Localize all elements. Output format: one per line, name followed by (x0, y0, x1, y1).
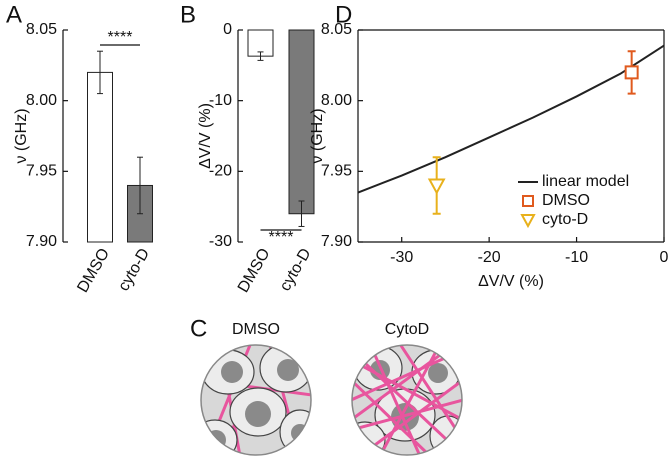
significance-label: **** (108, 29, 133, 46)
x-tick-label: 0 (660, 249, 668, 266)
point (624, 65, 639, 80)
y-tick-label: 7.90 (26, 233, 57, 250)
error-bar (298, 200, 305, 227)
y-axis-label: ΔV/V (%) (197, 103, 214, 169)
y-tick-label: 8.00 (26, 92, 57, 109)
y-axis-label: ν (GHz) (13, 108, 30, 163)
y-tick-label: 7.90 (321, 233, 352, 250)
panel-label: D (335, 1, 352, 28)
y-tick-label: 7.95 (321, 163, 352, 180)
cell-illustration (352, 345, 462, 455)
y-tick-label: 8.05 (321, 21, 352, 38)
error-bar (137, 156, 143, 215)
image-title: DMSO (232, 321, 280, 338)
legend-swatch (522, 195, 534, 207)
image-title: CytoD (385, 321, 429, 338)
bar (288, 29, 315, 215)
y-tick-label: -20 (209, 163, 232, 180)
error-bar (97, 50, 103, 95)
error-bar (257, 51, 264, 61)
y-tick-label: 8.00 (321, 92, 352, 109)
legend-swatch (520, 214, 536, 229)
y-tick-label: -10 (209, 92, 232, 109)
panel-label: C (190, 315, 207, 342)
y-tick-label: -30 (209, 233, 232, 250)
x-tick-label: cyto-D (277, 246, 315, 295)
y-tick-label: 7.95 (26, 163, 57, 180)
panel-label: B (180, 1, 196, 28)
x-axis-label: ΔV/V (%) (478, 273, 544, 290)
y-tick-label: 0 (223, 21, 232, 38)
point (427, 178, 446, 195)
legend-label: linear model (542, 173, 629, 190)
x-tick-label: DMSO (235, 246, 274, 296)
y-axis-label: ν (GHz) (309, 108, 326, 163)
x-tick-label: DMSO (74, 246, 113, 296)
significance-label: **** (269, 229, 294, 246)
legend-label: DMSO (542, 192, 590, 209)
legend-label: cyto-D (542, 211, 588, 228)
cell-illustration (201, 345, 311, 455)
panel-label: A (6, 1, 22, 28)
x-tick-label: -30 (390, 249, 413, 266)
x-tick-label: cyto-D (115, 246, 153, 295)
y-tick-label: 8.05 (26, 21, 57, 38)
x-tick-label: -20 (478, 249, 501, 266)
bar (87, 71, 113, 243)
x-tick-label: -10 (565, 249, 588, 266)
model-line (357, 44, 665, 194)
